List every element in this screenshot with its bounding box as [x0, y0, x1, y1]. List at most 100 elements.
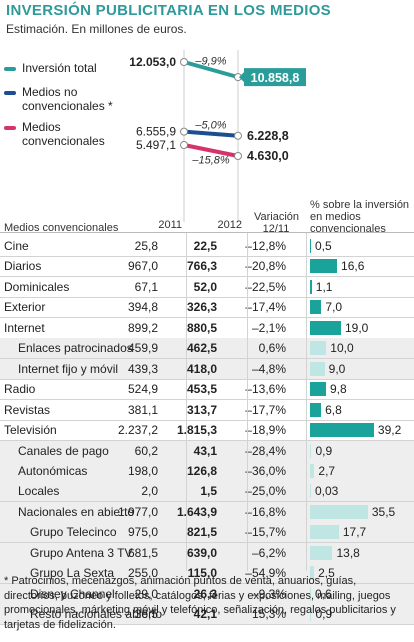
row-value-2011: 198,0 — [127, 463, 158, 478]
table-row: Cine 25,8 22,5 –12,8% 0,5 — [0, 236, 414, 257]
row-value-2011: 394,8 — [127, 300, 158, 315]
row-name: Grupo Telecinco — [30, 525, 117, 540]
row-value-2012: 766,3 — [186, 259, 217, 274]
row-value-2011: 439,3 — [127, 361, 158, 376]
row-value-2011: 25,8 — [134, 239, 158, 253]
pct-label: 0,9 — [315, 443, 333, 458]
row-variation: –6,2% — [251, 545, 286, 560]
pct-bar — [310, 504, 368, 519]
row-variation: –2,1% — [251, 320, 286, 335]
pct-bar — [310, 402, 322, 417]
header-2011: 2011 — [158, 219, 182, 231]
row-name: Nacionales en abierto — [18, 504, 135, 519]
row-value-2011: 255,0 — [127, 566, 158, 581]
series-label-2012-1: 6.228,8 — [247, 129, 289, 143]
table-row: Locales 2,0 1,5 –25,0% 0,03 — [0, 481, 414, 503]
row-value-2011: 1.977,0 — [117, 504, 158, 519]
row-value-2012: 313,7 — [186, 402, 217, 417]
pct-label: 0,9 — [315, 607, 333, 622]
pct-bar — [310, 259, 338, 274]
series-point-start-2 — [180, 141, 188, 150]
pct-bar — [310, 382, 326, 397]
legend-label-no-convencionales-1: Medios no — [22, 85, 78, 99]
row-name: Canales de pago — [18, 443, 109, 458]
table-row: Autonómicas 198,0 126,8 –36,0% 2,7 — [0, 460, 414, 482]
slope-chart: 12.053,0 –9,9% 10.858,8 6.555,9 –5,0% 6.228,8… — [129, 50, 306, 222]
row-value-2012: 326,3 — [186, 300, 217, 315]
table-row: Internet 899,2 880,5 –2,1% 19,0 — [0, 318, 414, 339]
pct-label: 19,0 — [344, 320, 369, 335]
row-variation: 15,3% — [251, 607, 286, 622]
series-point-start-1 — [180, 127, 188, 136]
pct-bar — [310, 607, 312, 622]
pct-bar — [310, 300, 322, 315]
chart-subtitle: Estimación. En millones de euros. — [6, 22, 187, 36]
row-name: Televisión — [4, 423, 57, 438]
row-variation: –54,9% — [245, 566, 286, 581]
pct-label: 13,8 — [336, 545, 360, 560]
series-point-start-0 — [180, 58, 188, 66]
legend-swatch-total — [4, 67, 16, 71]
table-row: Diarios 967,0 766,3 –20,8% 16,6 — [0, 256, 414, 278]
pct-bar — [310, 341, 327, 356]
pct-label: 7,0 — [325, 300, 343, 315]
table-row: Internet fijo y móvil 439,3 418,0 –4,8% 9,0 — [0, 358, 414, 380]
table-row: Dominicales 67,1 52,0 –22,5% 1,1 — [0, 277, 414, 298]
header-variacion-2: 12/11 — [262, 223, 290, 235]
row-name: Internet — [4, 320, 45, 335]
row-value-2011: 2.237,2 — [117, 423, 158, 438]
header-variacion-1: Variación — [254, 211, 300, 223]
row-value-2011: 29,0 — [134, 586, 158, 601]
series-point-end-1 — [234, 131, 242, 140]
row-value-2012: 1.643,9 — [176, 504, 217, 519]
table-row: Exterior 394,8 326,3 –17,4% 7,0 — [0, 297, 414, 319]
column-separator — [306, 233, 307, 571]
pct-label: 6,8 — [325, 402, 342, 417]
row-variation: –22,5% — [245, 279, 286, 294]
row-variation: –25,0% — [245, 484, 286, 499]
header-rule — [0, 232, 414, 233]
table-row: Radio 524,9 453,5 –13,6% 9,8 — [0, 379, 414, 401]
row-variation: –17,7% — [245, 402, 286, 417]
row-variation: 0,6% — [258, 341, 286, 356]
row-variation: –9,3% — [251, 586, 286, 601]
row-value-2012: 639,0 — [186, 545, 217, 560]
pct-label: 39,2 — [377, 423, 402, 438]
row-name: Diarios — [4, 259, 42, 274]
row-value-2012: 821,5 — [186, 525, 217, 540]
series-line-2 — [182, 143, 240, 158]
row-name: Radio — [4, 382, 36, 397]
row-value-2012: 1,5 — [200, 484, 217, 499]
row-variation: –16,8% — [245, 504, 286, 519]
header-medios: Medios convencionales — [4, 222, 119, 234]
row-name: Resto nacionales abierto — [30, 607, 163, 622]
column-separator — [186, 233, 187, 571]
legend-swatch-no-convencionales — [4, 91, 16, 95]
row-variation: –18,9% — [245, 423, 286, 438]
pct-label: 16,6 — [341, 259, 365, 274]
series-label-2012-2: 4.630,0 — [247, 149, 289, 163]
pct-bar — [310, 361, 325, 376]
series-label-2011-1: 6.555,9 — [136, 125, 176, 139]
pct-label: 10,0 — [330, 341, 354, 356]
series-label-2012-0: 10.858,8 — [251, 71, 300, 85]
pct-label: 0,6 — [315, 586, 332, 601]
pct-label: 35,5 — [371, 504, 396, 519]
pct-bar — [310, 525, 339, 540]
header-2012: 2012 — [217, 219, 242, 231]
pct-bar — [310, 545, 333, 560]
legend-swatch-convencionales — [4, 126, 16, 130]
row-value-2012: 453,5 — [186, 382, 217, 397]
series-change-2: –15,8% — [191, 155, 230, 167]
row-variation: –36,0% — [245, 463, 286, 478]
pct-bar — [310, 443, 312, 458]
row-name: Revistas — [4, 402, 51, 417]
table-row: Canales de pago 60,2 43,1 –28,4% 0,9 — [0, 440, 414, 462]
pct-label: 9,0 — [328, 361, 346, 376]
pct-label: 1,1 — [315, 279, 333, 294]
header-pct-2: en medios — [310, 211, 361, 223]
legend-label-no-convencionales-2: convencionales * — [22, 99, 113, 113]
pct-bar — [310, 586, 311, 601]
pct-label: 17,7 — [342, 525, 367, 540]
row-value-2012: 880,5 — [186, 320, 217, 335]
